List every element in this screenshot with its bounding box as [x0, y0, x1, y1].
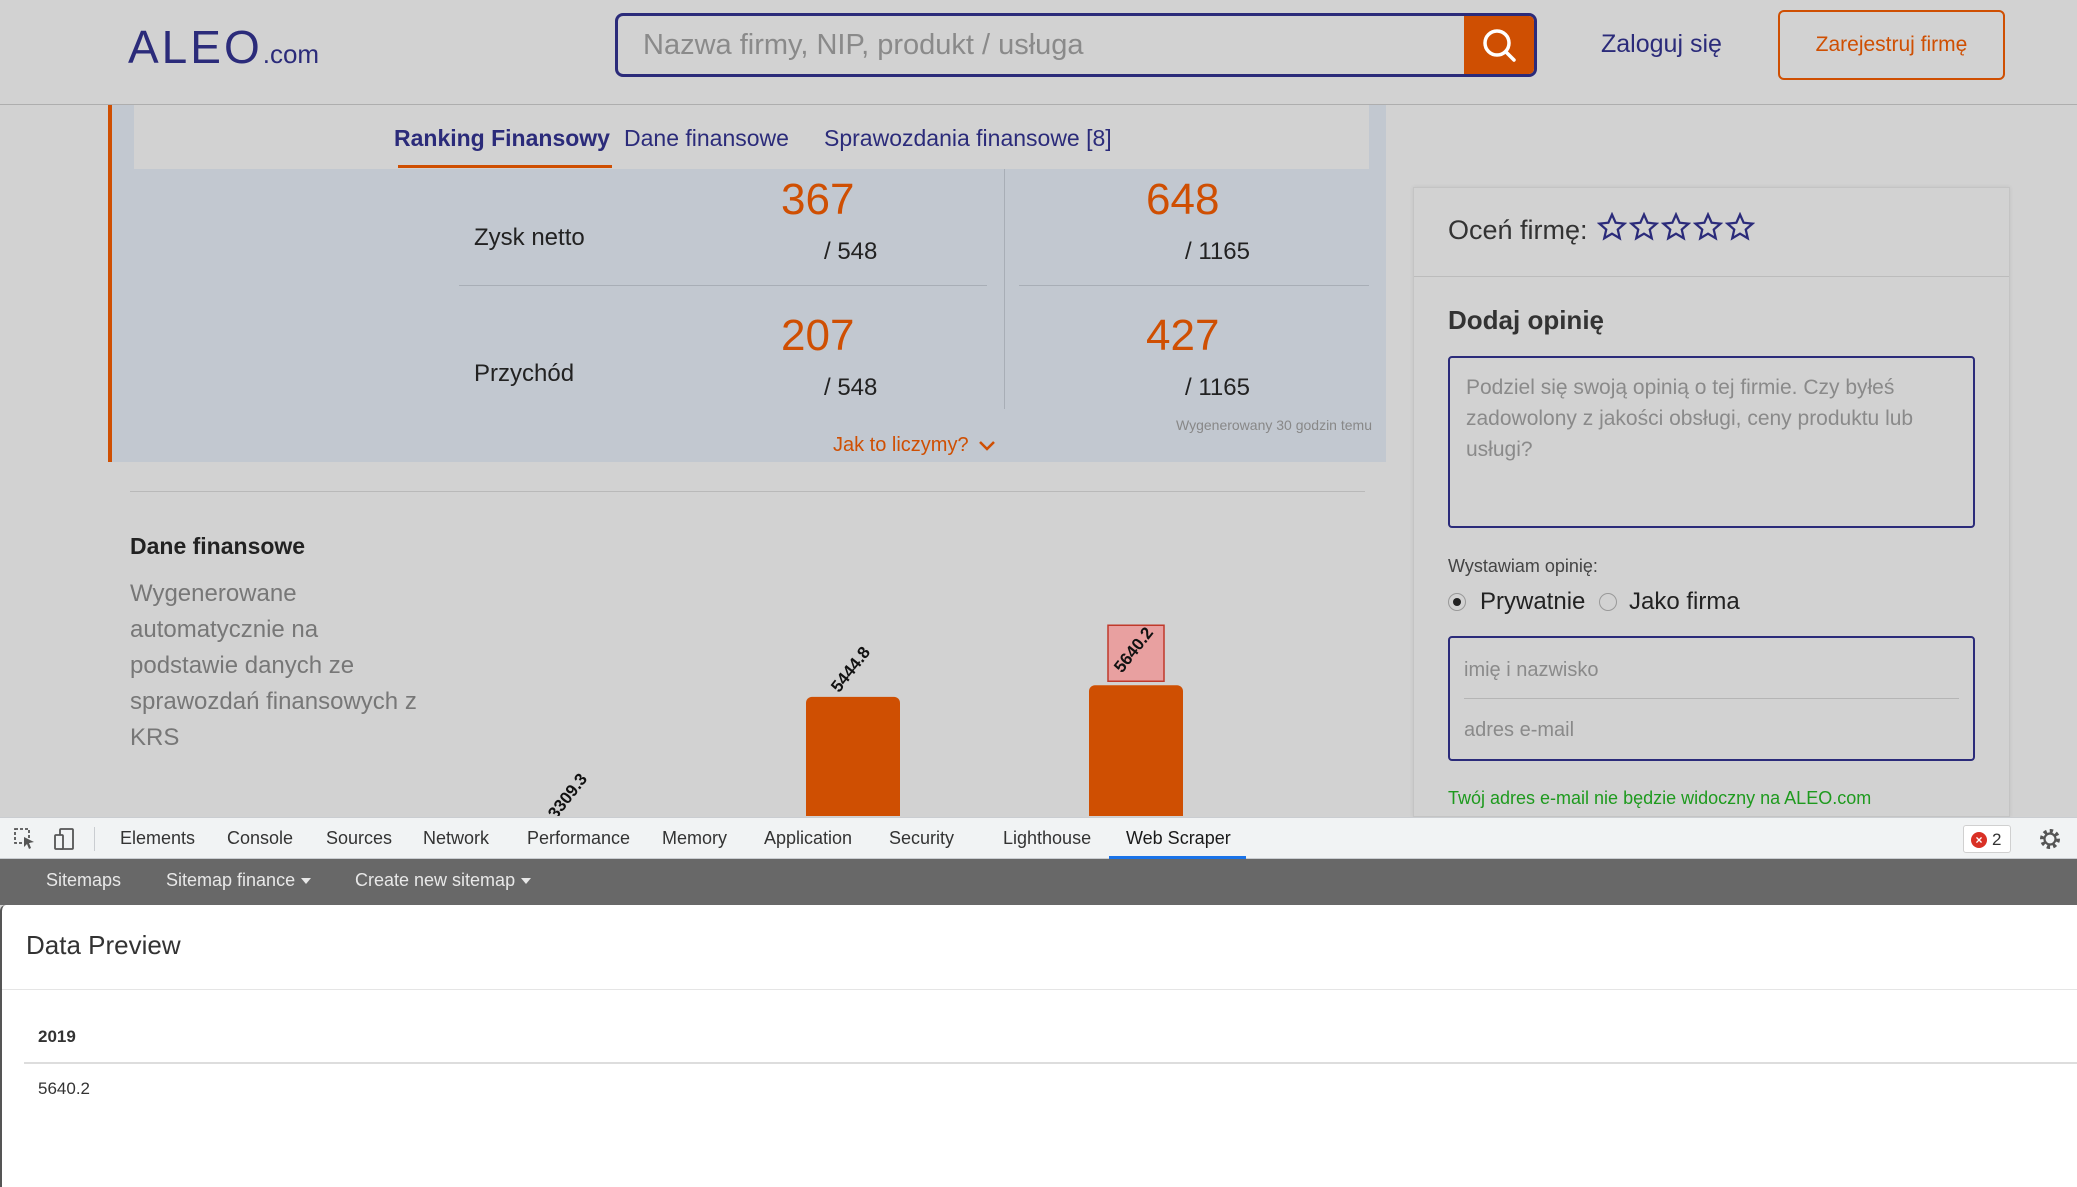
active-tab-indicator	[1109, 856, 1246, 859]
devtools-tab-network[interactable]: Network	[423, 828, 490, 848]
caret-down-icon	[521, 878, 532, 885]
caret-down-icon	[301, 878, 312, 885]
email-privacy-note: Twój adres e-mail nie będzie widoczny na…	[1448, 788, 1872, 808]
rank-total: / 548	[824, 238, 878, 265]
star-icon[interactable]	[1597, 212, 1627, 242]
radio-company-label[interactable]: Jako firma	[1629, 588, 1740, 615]
rank-total: / 548	[824, 374, 878, 401]
star-icon[interactable]	[1725, 212, 1755, 242]
chart-bar	[806, 696, 900, 816]
metric-label-revenue: Przychód	[474, 360, 575, 387]
table-header-line	[24, 1062, 2077, 1064]
register-company-button[interactable]: Zarejestruj firmę	[1778, 10, 2005, 80]
rank-value: 207	[781, 311, 855, 360]
add-opinion-title: Dodaj opinię	[1448, 305, 1604, 335]
nav-sitemaps[interactable]: Sitemaps	[46, 870, 122, 890]
star-icon[interactable]	[1693, 212, 1723, 242]
rating-stars	[1597, 212, 1755, 242]
rank-value: 367	[781, 175, 855, 224]
devtools-tab-performance[interactable]: Performance	[527, 828, 631, 848]
error-count-badge[interactable]: × 2	[1963, 825, 2011, 853]
section-divider	[130, 491, 1365, 492]
site-header: ALEO.com Zaloguj się Zarejestruj firmę	[0, 0, 2077, 105]
tab-ranking-finansowy[interactable]: Ranking Finansowy	[394, 125, 610, 151]
rank-value: 648	[1146, 175, 1220, 224]
rank-total: / 1165	[1185, 374, 1250, 401]
bar-value-label: 3309.3	[544, 770, 591, 816]
search-button[interactable]	[1464, 16, 1534, 74]
web-scraper-nav: Sitemaps Sitemap finance Create new site…	[0, 859, 2077, 905]
rank-value: 427	[1146, 311, 1220, 360]
tab-dane-finansowe[interactable]: Dane finansowe	[624, 125, 789, 151]
nav-sitemap-label: Sitemap finance	[166, 870, 296, 890]
card-divider	[1414, 276, 2009, 277]
generated-note: Wygenerowany 30 godzin temu	[1176, 417, 1372, 433]
devtools-tab-memory[interactable]: Memory	[662, 828, 728, 848]
logo-suffix: .com	[262, 39, 320, 69]
row-divider	[459, 285, 987, 286]
opinion-as-label: Wystawiam opinię:	[1448, 556, 1598, 576]
selected-element-highlight	[1107, 624, 1165, 683]
devtools-tab-lighthouse[interactable]: Lighthouse	[1003, 828, 1092, 848]
radio-private-label[interactable]: Prywatnie	[1480, 588, 1586, 615]
active-tab-indicator	[398, 165, 612, 168]
identity-fields	[1448, 636, 1975, 761]
search-input[interactable]	[618, 16, 1466, 74]
ranking-panel: Ranking Finansowy Dane finansowe Sprawoz…	[108, 105, 1386, 462]
devtools-toolbar: Elements Console Sources Network Perform…	[0, 817, 2077, 859]
name-field[interactable]	[1464, 646, 1959, 694]
nav-sitemap-dropdown[interactable]: Sitemap finance	[166, 870, 312, 891]
preview-divider	[2, 989, 2077, 990]
financial-description: Wygenerowane automatycznie na podstawie …	[130, 580, 417, 751]
devtools-tab-sources[interactable]: Sources	[326, 828, 393, 848]
field-divider	[1464, 698, 1959, 699]
nav-create-label: Create new sitemap	[355, 870, 516, 890]
search-bar	[615, 13, 1537, 77]
ranking-tabs: Ranking Finansowy Dane finansowe Sprawoz…	[134, 105, 1369, 169]
inspect-element-icon[interactable]	[12, 826, 38, 852]
nav-create-sitemap-dropdown[interactable]: Create new sitemap	[355, 870, 532, 891]
aleo-logo[interactable]: ALEO.com	[128, 20, 319, 74]
metric-label-net-profit: Zysk netto	[474, 224, 585, 251]
bar-value-label: 5444.8	[827, 643, 874, 696]
column-divider	[1004, 169, 1005, 409]
table-cell: 5640.2	[38, 1079, 90, 1098]
financial-bar-chart: 3309.369.15444.893.65640.285.8	[544, 624, 1183, 816]
star-icon[interactable]	[1661, 212, 1691, 242]
logo-main: ALEO	[128, 21, 263, 73]
data-preview-panel: Data Preview 2019 5640.2	[0, 905, 2077, 1187]
toolbar-separator	[94, 827, 95, 851]
row-divider	[1019, 285, 1369, 286]
login-link[interactable]: Zaloguj się	[1601, 30, 1722, 58]
search-icon	[1483, 29, 1516, 62]
devtools-tab-application[interactable]: Application	[764, 828, 853, 848]
star-icon[interactable]	[1629, 212, 1659, 242]
error-count: 2	[1992, 830, 2002, 849]
how-we-calculate-link[interactable]: Jak to liczymy?	[833, 434, 996, 457]
chevron-down-icon	[979, 440, 996, 451]
device-toolbar-icon[interactable]	[52, 826, 78, 852]
tab-sprawozdania[interactable]: Sprawozdania finansowe [8]	[824, 125, 1112, 151]
how-link-label: Jak to liczymy?	[833, 434, 969, 456]
radio-private[interactable]	[1448, 593, 1466, 611]
data-preview-title: Data Preview	[26, 930, 181, 960]
devtools-tab-security[interactable]: Security	[889, 828, 955, 848]
rate-label: Oceń firmę:	[1448, 215, 1588, 245]
table-column-header: 2019	[38, 1027, 76, 1046]
devtools-tab-web-scraper[interactable]: Web Scraper	[1126, 828, 1231, 848]
opinion-card: Oceń firmę: Dodaj opinię Wystawiam opini…	[1413, 187, 2010, 817]
chart-bar	[1089, 685, 1183, 816]
gear-icon[interactable]	[2037, 826, 2063, 852]
devtools-tab-console[interactable]: Console	[227, 828, 294, 848]
devtools-tab-elements[interactable]: Elements	[120, 828, 196, 848]
radio-company[interactable]	[1599, 593, 1617, 611]
email-field[interactable]	[1464, 706, 1959, 754]
error-icon: ×	[1971, 832, 1987, 848]
financial-title: Dane finansowe	[130, 533, 306, 559]
opinion-textarea[interactable]	[1448, 356, 1975, 528]
rank-total: / 1165	[1185, 238, 1250, 265]
